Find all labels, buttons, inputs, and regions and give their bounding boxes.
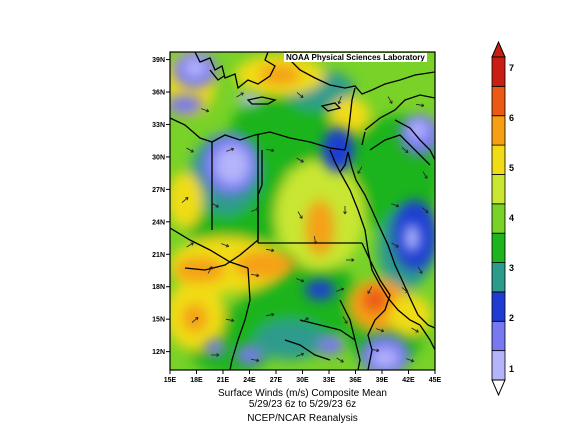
wind-vectors: [181, 92, 429, 363]
lon-tick-label: 21E: [217, 377, 230, 384]
colorbar-swatch: [491, 350, 506, 381]
wind-vector: [265, 312, 275, 317]
lon-tick-label: 33E: [323, 377, 336, 384]
lat-tick-label: 12N: [152, 349, 165, 356]
wind-vector: [251, 207, 260, 212]
wind-vector: [391, 203, 400, 208]
wind-speed-field: [170, 52, 435, 370]
lat-tick-label: 24N: [152, 219, 165, 226]
wind-vector: [296, 92, 304, 98]
wind-vector: [367, 286, 373, 294]
wind-vector: [336, 287, 345, 292]
wind-vector: [186, 147, 194, 153]
wind-vector: [296, 352, 305, 357]
lon-tick-label: 18E: [190, 377, 203, 384]
wind-vector: [370, 348, 380, 353]
wind-vector: [337, 96, 342, 105]
wind-vector: [417, 266, 423, 274]
lat-tick-label: 15N: [152, 317, 165, 324]
colorbar-swatch: [491, 232, 506, 263]
colorbar-label: 2: [509, 313, 514, 323]
wind-vector: [401, 147, 409, 153]
wind-vector: [422, 171, 428, 179]
lon-tick-label: 42E: [402, 377, 415, 384]
wind-vector: [296, 278, 305, 283]
wind-vector: [265, 148, 275, 153]
wind-vector: [186, 242, 194, 248]
colorbar-label: 1: [509, 364, 514, 374]
wind-vector: [357, 166, 363, 174]
wind-vector: [415, 103, 425, 108]
wind-vector: [297, 211, 303, 219]
colorbar-label: 3: [509, 263, 514, 273]
wind-vector: [211, 202, 219, 208]
wind-vector: [401, 287, 409, 293]
colorbar-label: 4: [509, 213, 514, 223]
wind-vector: [376, 328, 385, 333]
colorbar-swatch: [491, 262, 506, 293]
colorbar-swatch: [491, 291, 506, 322]
lon-tick-label: 39E: [376, 377, 389, 384]
lat-tick-label: 18N: [152, 284, 165, 291]
wind-vector: [225, 318, 235, 323]
colorbar-label: 5: [509, 163, 514, 173]
wind-vector: [265, 248, 275, 253]
lat-tick-label: 21N: [152, 252, 165, 259]
colorbar-swatch: [491, 56, 506, 87]
colorbar-label: 6: [509, 113, 514, 123]
wind-vector: [250, 358, 260, 363]
wind-vector: [191, 317, 199, 323]
colorbar-swatch: [491, 320, 506, 352]
wind-vector: [346, 258, 355, 262]
lat-tick-label: 30N: [152, 154, 165, 161]
variable-line: Surface Winds (m/s) Composite Mean: [218, 388, 387, 399]
date-line: 5/29/23 6z to 5/29/23 6z: [248, 399, 357, 410]
lat-tick-label: 27N: [152, 187, 165, 194]
colorbar-low-arrow: [491, 379, 506, 397]
coastlines: [170, 52, 435, 370]
lat-tick-label: 39N: [152, 57, 165, 64]
wind-vector: [336, 357, 344, 363]
map-credit: NOAA Physical Sciences Laboratory: [284, 53, 427, 62]
wind-vector: [211, 353, 220, 357]
colorbar-swatch: [491, 115, 506, 146]
wind-vector: [421, 207, 429, 213]
colorbar: 1 2 3 4 5 6 7: [491, 40, 514, 397]
wind-vector: [221, 243, 230, 248]
wind-vector: [296, 157, 304, 163]
colorbar-swatch: [491, 174, 506, 205]
longitude-axis: 15E 18E 21E 24E 27E 30E 33E 36E 39E 42E 45E: [164, 370, 442, 384]
wind-vector: [201, 108, 210, 113]
colorbar-swatch: [491, 85, 506, 117]
wind-vector: [301, 317, 309, 323]
source-line: NCEP/NCAR Reanalysis: [247, 413, 358, 424]
wind-vector: [343, 206, 347, 215]
wind-vector: [236, 92, 244, 98]
lon-tick-label: 27E: [270, 377, 283, 384]
lon-tick-label: 36E: [349, 377, 362, 384]
wind-vector: [226, 147, 235, 152]
wind-vector: [181, 197, 189, 203]
wind-vector: [391, 242, 399, 248]
colorbar-swatch: [491, 144, 506, 175]
lon-tick-label: 45E: [429, 377, 442, 384]
colorbar-swatch: [491, 203, 506, 234]
colorbar-high-arrow: [491, 40, 506, 58]
lon-tick-label: 15E: [164, 377, 177, 384]
lon-tick-label: 30E: [296, 377, 309, 384]
wind-vector: [406, 358, 415, 363]
wind-vector: [250, 273, 260, 278]
wind-vector: [411, 327, 419, 333]
wind-vector: [207, 266, 213, 274]
colorbar-label: 7: [509, 63, 514, 73]
lat-tick-label: 36N: [152, 90, 165, 97]
lon-tick-label: 24E: [243, 377, 256, 384]
latitude-axis: 39N 36N 33N 30N 27N 24N 21N 18N 15N 12N: [152, 57, 170, 356]
wind-vector: [387, 96, 393, 104]
lat-tick-label: 33N: [152, 122, 165, 129]
wind-vector: [342, 316, 348, 324]
wind-vector: [313, 235, 318, 245]
